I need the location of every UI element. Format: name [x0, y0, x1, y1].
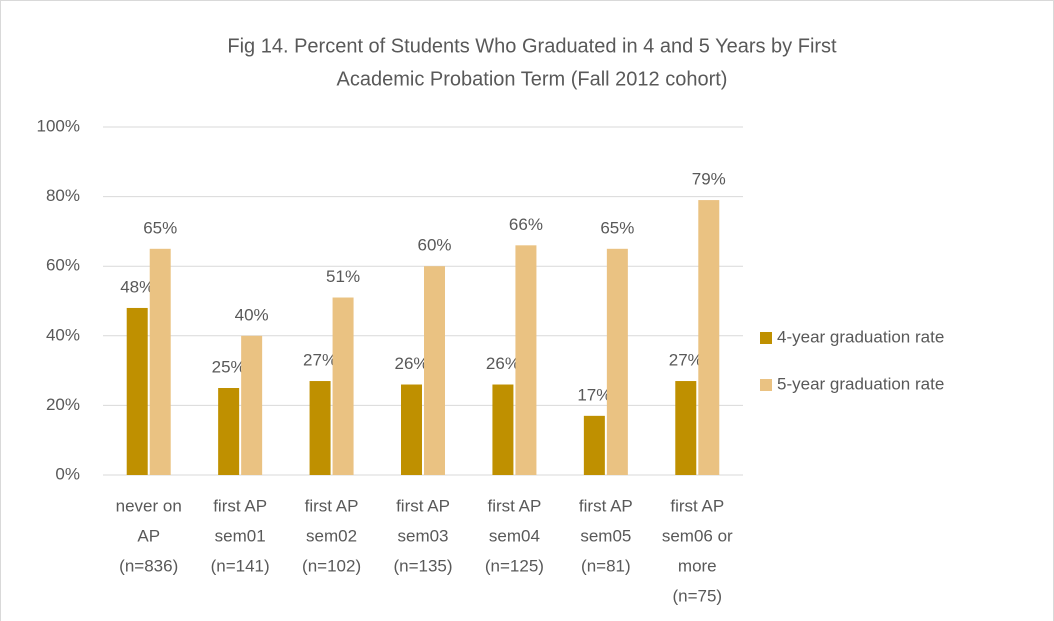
- x-tick-label: (n=836): [119, 556, 178, 575]
- x-tick-label: (n=141): [211, 556, 270, 575]
- x-tick-label: sem03: [397, 526, 448, 545]
- bar: [332, 297, 354, 475]
- bar: [606, 248, 628, 475]
- y-tick-label: 0%: [55, 464, 80, 483]
- data-label: 27%: [303, 351, 337, 370]
- x-tick-label: first AP: [396, 496, 450, 515]
- x-tick-label: sem01: [215, 526, 266, 545]
- y-tick-label: 40%: [46, 325, 80, 344]
- data-label: 65%: [600, 218, 634, 237]
- bar: [492, 384, 514, 475]
- x-tick-label: first AP: [487, 496, 541, 515]
- legend-label: 5-year graduation rate: [777, 374, 944, 393]
- x-tick-label: sem02: [306, 526, 357, 545]
- data-label: 48%: [120, 277, 154, 296]
- data-label: 66%: [509, 215, 543, 234]
- bar: [309, 381, 331, 475]
- x-tick-label: first AP: [579, 496, 633, 515]
- data-label: 60%: [417, 236, 451, 255]
- x-tick-label: first AP: [213, 496, 267, 515]
- x-tick-label: never on: [116, 496, 182, 515]
- y-tick-label: 100%: [37, 116, 80, 135]
- data-label: 25%: [212, 357, 246, 376]
- x-tick-label: (n=102): [302, 556, 361, 575]
- bar: [241, 335, 263, 475]
- bar: [675, 381, 697, 475]
- x-tick-label: more: [678, 556, 717, 575]
- bar: [218, 388, 240, 475]
- x-tick-label: sem06 or: [662, 526, 733, 545]
- x-tick-label: AP: [137, 526, 160, 545]
- data-label: 79%: [692, 170, 726, 189]
- x-tick-label: sem04: [489, 526, 540, 545]
- chart-title: Fig 14. Percent of Students Who Graduate…: [227, 35, 837, 57]
- x-tick-label: sem05: [580, 526, 631, 545]
- data-label: 27%: [669, 351, 703, 370]
- data-label: 17%: [577, 385, 611, 404]
- x-tick-label: (n=135): [393, 556, 452, 575]
- bar: [698, 200, 720, 475]
- legend-swatch: [760, 379, 772, 391]
- y-tick-label: 60%: [46, 256, 80, 275]
- legend-label: 4-year graduation rate: [777, 327, 944, 346]
- data-label: 26%: [486, 354, 520, 373]
- bar: [126, 307, 148, 475]
- bar: [515, 245, 537, 475]
- y-tick-label: 80%: [46, 186, 80, 205]
- data-label: 65%: [143, 218, 177, 237]
- bar: [401, 384, 422, 475]
- x-tick-label: first AP: [670, 496, 724, 515]
- y-tick-label: 20%: [46, 395, 80, 414]
- chart-title: Academic Probation Term (Fall 2012 cohor…: [337, 68, 728, 90]
- x-tick-label: (n=81): [581, 556, 631, 575]
- bar: [149, 248, 171, 475]
- data-label: 40%: [235, 305, 269, 324]
- legend-swatch: [760, 332, 772, 344]
- data-label: 26%: [394, 354, 428, 373]
- bar: [583, 415, 605, 475]
- data-label: 51%: [326, 267, 360, 286]
- bar: [424, 266, 445, 475]
- x-tick-label: (n=125): [485, 556, 544, 575]
- x-tick-label: (n=75): [672, 586, 722, 605]
- x-tick-label: first AP: [305, 496, 359, 515]
